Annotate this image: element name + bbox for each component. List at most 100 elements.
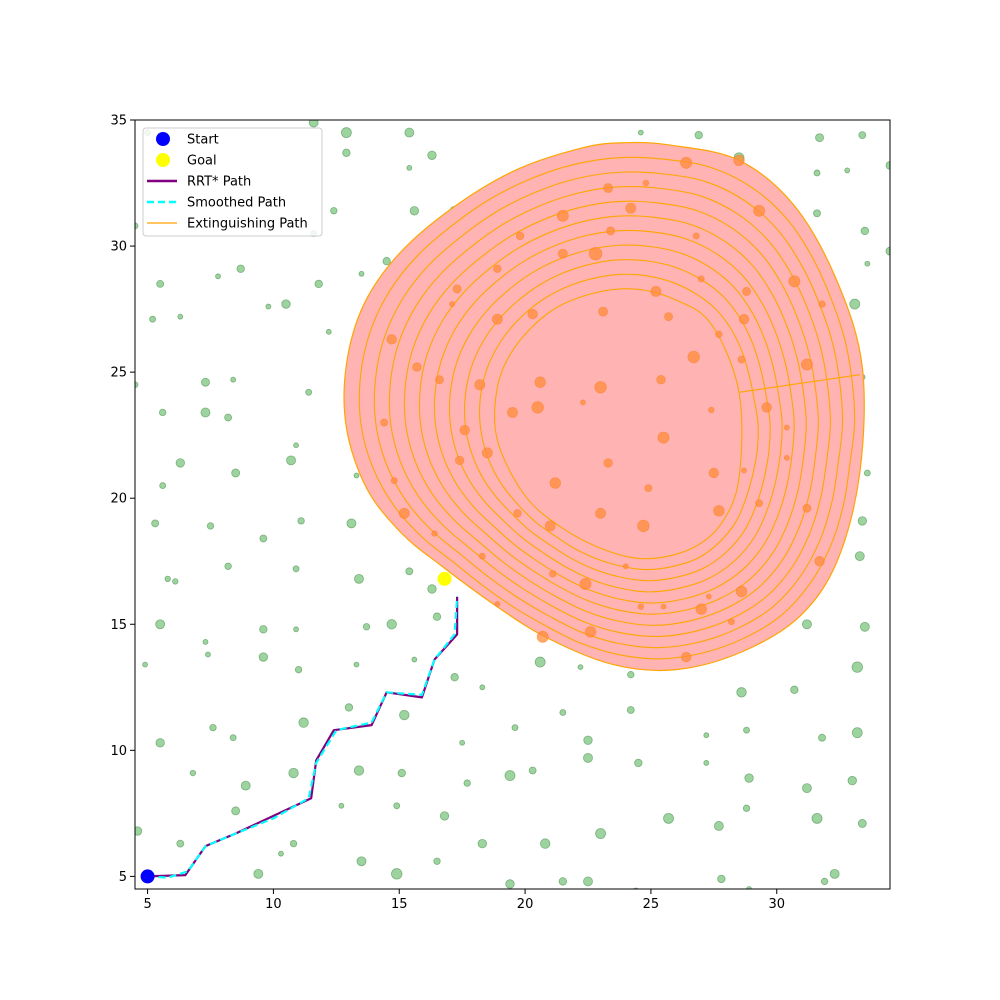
- burning-obstacle-marker: [708, 406, 715, 414]
- obstacle-marker: [175, 458, 185, 468]
- obstacle-marker: [294, 665, 303, 674]
- obstacle-marker: [231, 468, 241, 478]
- burning-obstacle-marker: [584, 626, 597, 638]
- data-layer: [135, 120, 890, 889]
- burning-obstacle-marker: [783, 424, 790, 431]
- burning-obstacle-marker: [761, 402, 772, 413]
- extinguishing-ring: [433, 229, 795, 604]
- y-tick-label: 20: [110, 492, 127, 507]
- obstacle-marker: [433, 857, 441, 865]
- obstacle-marker: [176, 839, 185, 848]
- obstacle-marker: [298, 717, 309, 728]
- obstacle-marker: [172, 578, 179, 585]
- legend-label: RRT* Path: [187, 175, 251, 190]
- burning-obstacle-marker: [814, 556, 825, 567]
- burning-obstacle-marker: [515, 231, 525, 241]
- legend-label: Start: [187, 133, 219, 148]
- burning-obstacle-marker: [742, 287, 751, 296]
- burning-obstacle-marker: [606, 226, 616, 236]
- obstacle-marker: [151, 519, 160, 528]
- burning-obstacle-marker: [513, 509, 522, 518]
- obstacle-marker: [314, 279, 323, 289]
- obstacle-marker: [829, 868, 840, 879]
- obstacle-marker: [463, 779, 471, 787]
- obstacle-marker: [386, 619, 397, 630]
- obstacle-marker: [281, 299, 291, 309]
- legend-marker: [156, 153, 170, 167]
- burning-obstacle-marker: [735, 585, 748, 598]
- obstacle-marker: [790, 685, 799, 694]
- burning-obstacle-marker: [531, 401, 544, 414]
- axes-layer: 5 10 15 20 25 30 5 10 15 20 25 30 35: [110, 114, 785, 913]
- obstacle-marker: [224, 562, 232, 570]
- obstacle-marker: [742, 804, 751, 812]
- obstacle-marker: [289, 839, 298, 848]
- extinguishing-ring: [463, 259, 771, 582]
- burning-obstacle-marker: [692, 232, 700, 240]
- obstacle-marker: [293, 626, 299, 633]
- obstacle-marker: [558, 877, 568, 886]
- burning-obstacle-marker: [556, 209, 569, 222]
- obstacle-marker: [505, 879, 515, 889]
- obstacle-marker: [253, 868, 264, 879]
- extinguishing-ring: [373, 171, 844, 649]
- obstacle-marker: [818, 733, 826, 742]
- obstacle-marker: [330, 207, 338, 215]
- burning-obstacle-marker: [557, 248, 568, 259]
- burning-obstacle-marker: [390, 477, 398, 484]
- obstacle-marker: [813, 169, 821, 177]
- burning-obstacle-marker: [380, 418, 389, 427]
- burning-obstacle-marker: [737, 355, 746, 364]
- burning-obstacle-marker: [818, 300, 826, 308]
- obstacle-marker: [397, 768, 406, 778]
- obstacle-marker: [844, 167, 851, 174]
- burning-obstacle-marker: [549, 570, 557, 578]
- burning-obstacle-marker: [549, 477, 561, 489]
- obstacle-marker: [209, 723, 217, 732]
- obstacle-marker: [626, 706, 635, 714]
- burning-obstacle-marker: [783, 454, 790, 461]
- obstacle-marker: [159, 408, 167, 417]
- obstacle-marker: [205, 651, 211, 658]
- burning-obstacle-marker: [802, 503, 812, 513]
- obstacle-marker: [717, 874, 726, 884]
- extinguishing-ring: [403, 200, 819, 626]
- burning-obstacle-marker: [687, 350, 700, 364]
- obstacle-marker: [864, 260, 871, 267]
- obstacle-marker: [459, 739, 466, 746]
- obstacle-marker: [540, 838, 551, 849]
- obstacle-marker: [736, 687, 747, 698]
- obstacle-marker: [358, 270, 365, 277]
- burning-obstacle-marker: [598, 306, 609, 317]
- extinguishing-ring: [448, 244, 783, 593]
- obstacle-marker: [857, 516, 867, 526]
- burning-obstacle-marker: [801, 358, 813, 371]
- obstacle-marker: [815, 133, 824, 143]
- obstacle-marker: [346, 518, 357, 529]
- legend-label: Extinguishing Path: [187, 217, 308, 232]
- obstacle-marker: [860, 226, 870, 236]
- burning-obstacle-marker: [728, 618, 735, 626]
- obstacle-marker: [135, 222, 139, 230]
- burning-obstacle-marker: [656, 375, 666, 385]
- extinguishing-ring: [494, 288, 743, 560]
- burning-obstacle-marker: [595, 507, 607, 519]
- obstacle-marker: [362, 623, 371, 631]
- obstacle-marker: [393, 802, 401, 810]
- legend-box: [142, 127, 323, 237]
- burning-obstacle-marker: [644, 484, 653, 493]
- burning-obstacle-marker: [705, 593, 712, 600]
- obstacle-marker: [155, 738, 165, 748]
- obstacle-marker: [286, 455, 296, 466]
- obstacle-marker: [353, 661, 360, 668]
- obstacle-marker: [354, 573, 364, 584]
- obstacle-marker: [202, 638, 209, 645]
- obstacle-marker: [297, 517, 305, 525]
- obstacle-marker: [511, 724, 519, 732]
- burning-obstacle-marker: [625, 202, 637, 214]
- burning-obstacle-marker: [507, 407, 518, 418]
- obstacle-marker: [432, 612, 442, 621]
- x-tick-label: 15: [391, 897, 408, 912]
- obstacle-marker: [559, 709, 567, 716]
- burning-obstacle-marker: [478, 552, 486, 560]
